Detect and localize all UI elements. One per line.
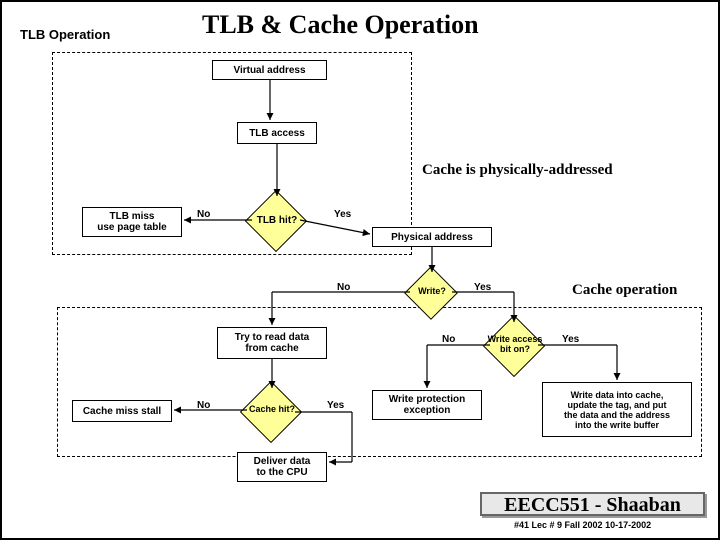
cache-miss-stall-box: Cache miss stall: [72, 400, 172, 422]
physical-address-box: Physical address: [372, 227, 492, 247]
write-no: No: [337, 282, 350, 293]
cache-hit-yes: Yes: [327, 400, 344, 411]
tlb-operation-label: TLB Operation: [20, 27, 110, 42]
page-title: TLB & Cache Operation: [202, 10, 479, 40]
tlb-access-box: TLB access: [237, 122, 317, 144]
virtual-address-box: Virtual address: [212, 60, 327, 80]
write-access-yes: Yes: [562, 334, 579, 345]
write-protection-box: Write protection exception: [372, 390, 482, 420]
cache-hit-no: No: [197, 400, 210, 411]
cache-operation-label: Cache operation: [572, 282, 677, 299]
deliver-data-box: Deliver data to the CPU: [237, 452, 327, 482]
write-yes: Yes: [474, 282, 491, 293]
try-read-box: Try to read data from cache: [217, 327, 327, 359]
write-access-no: No: [442, 334, 455, 345]
tlb-hit-no: No: [197, 209, 210, 220]
write-data-box: Write data into cache, update the tag, a…: [542, 382, 692, 437]
tlb-miss-box: TLB miss use page table: [82, 207, 182, 237]
footer-banner: EECC551 - Shaaban: [480, 492, 705, 516]
tlb-hit-yes: Yes: [334, 209, 351, 220]
footer-sub: #41 Lec # 9 Fall 2002 10-17-2002: [514, 520, 651, 530]
cache-phys-label: Cache is physically-addressed: [422, 162, 613, 179]
